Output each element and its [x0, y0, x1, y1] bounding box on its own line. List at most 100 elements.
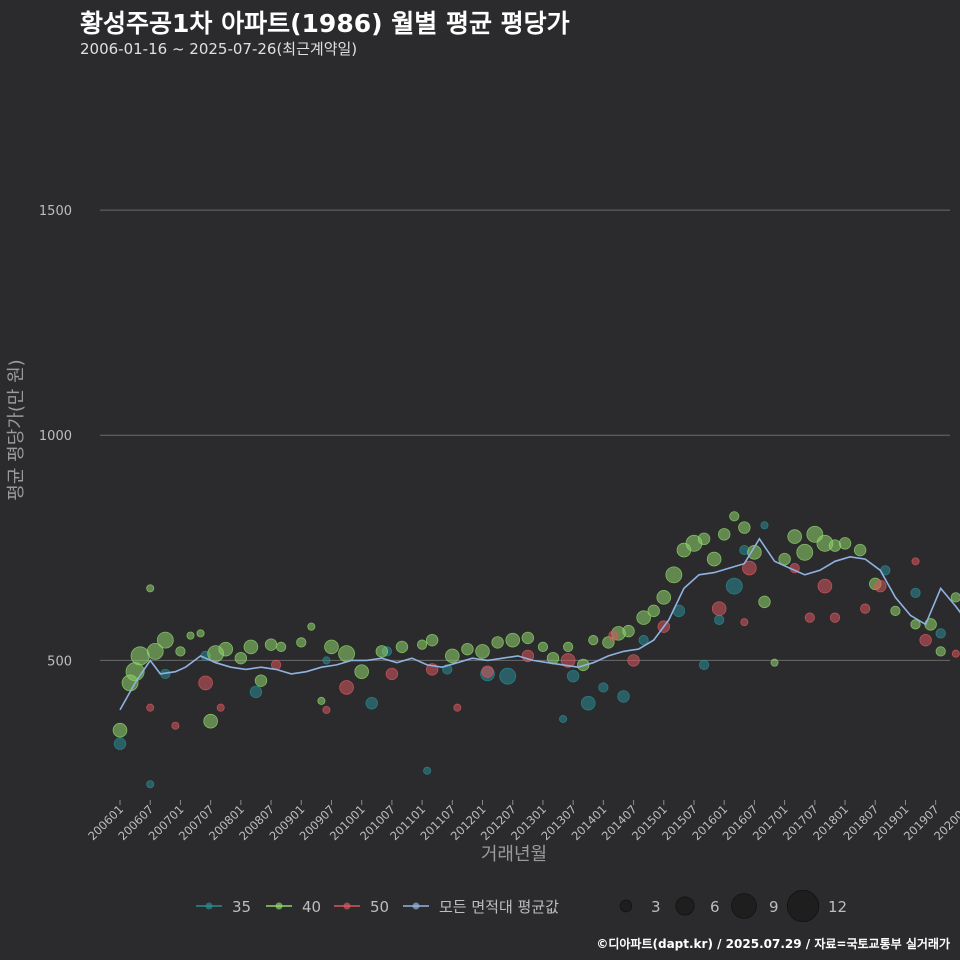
legend-marker [412, 902, 420, 910]
data-point-35 [322, 656, 331, 665]
data-point-40 [264, 638, 278, 651]
data-point-50 [951, 649, 960, 658]
data-point-40 [338, 645, 355, 663]
data-point-40 [156, 631, 174, 649]
data-point-35 [714, 614, 725, 625]
data-point-35 [146, 780, 155, 789]
data-point-40 [697, 532, 711, 546]
data-point-40 [838, 537, 852, 550]
data-point-50 [804, 612, 815, 623]
data-point-35 [638, 635, 649, 646]
size-legend-label: 3 [651, 898, 661, 916]
data-point-40 [622, 624, 635, 638]
data-point-50 [198, 675, 213, 691]
data-point-40 [416, 639, 428, 650]
data-point-35 [365, 696, 378, 710]
data-point-40 [505, 632, 521, 648]
size-legend-marker [675, 896, 695, 916]
data-point-40 [718, 528, 731, 541]
data-point-40 [461, 642, 474, 656]
data-point-40 [796, 543, 814, 561]
data-point-40 [475, 644, 490, 659]
y-tick-label: 500 [47, 654, 72, 669]
data-point-35 [935, 628, 946, 639]
data-point-35 [580, 695, 596, 711]
data-point-35 [910, 587, 921, 598]
data-point-40 [234, 651, 248, 665]
data-point-35 [698, 659, 710, 671]
data-point-40 [196, 629, 205, 638]
y-axis-label: 평균 평당가(만 원) [6, 359, 27, 500]
data-point-35 [423, 766, 432, 775]
data-point-40 [130, 646, 150, 666]
size-legend-label: 9 [769, 898, 779, 916]
data-point-40 [747, 545, 762, 560]
data-point-40 [307, 622, 316, 631]
data-point-35 [499, 667, 517, 685]
legend-label: 50 [370, 898, 389, 916]
data-point-50 [919, 633, 932, 647]
data-point-50 [339, 680, 354, 695]
data-point-40 [276, 641, 287, 652]
data-point-50 [817, 578, 833, 594]
legend: 35 40 50 모든 면적대 평균값 3 6 9 12 [196, 889, 847, 923]
legend-marker [205, 902, 213, 910]
data-point-40 [243, 639, 259, 655]
data-point-40 [950, 592, 960, 603]
data-point-40 [521, 631, 535, 645]
legend-marker [343, 902, 351, 910]
data-point-40 [203, 713, 218, 729]
data-point-40 [563, 641, 574, 652]
legend-label: 35 [232, 898, 251, 916]
data-point-40 [175, 646, 186, 657]
data-point-35 [249, 685, 263, 699]
data-point-40 [354, 664, 369, 679]
data-point-35 [559, 714, 568, 723]
data-point-40 [910, 619, 921, 630]
data-point-40 [665, 566, 683, 584]
y-tick-label: 1500 [39, 204, 72, 219]
data-point-40 [770, 658, 779, 667]
data-point-50 [216, 703, 225, 712]
data-point-50 [860, 603, 871, 614]
legend-label: 모든 면적대 평균값 [439, 898, 559, 916]
data-point-50 [560, 653, 576, 668]
data-point-50 [146, 703, 155, 712]
data-point-50 [453, 703, 462, 712]
data-point-50 [829, 612, 841, 623]
data-point-40 [758, 595, 771, 609]
data-point-40 [588, 635, 599, 646]
y-tick-label: 1000 [39, 429, 72, 444]
chart-title: 황성주공1차 아파트(1986) 월별 평균 평당가 [80, 9, 570, 38]
data-point-40 [317, 696, 326, 705]
data-point-40 [186, 631, 195, 640]
data-point-35 [760, 521, 769, 530]
data-point-40 [656, 590, 672, 605]
average-line [119, 537, 960, 711]
size-legend-label: 6 [710, 898, 720, 916]
footer-credit: ©디아파트(dapt.kr) / 2025.07.29 / 자료=국토교통부 실… [596, 937, 950, 951]
data-point-50 [627, 654, 640, 667]
data-point-35 [598, 682, 609, 693]
data-points [112, 511, 960, 789]
data-point-40 [636, 610, 651, 625]
data-point-40 [537, 641, 549, 652]
legend-label: 40 [302, 898, 321, 916]
size-legend-marker [731, 893, 757, 919]
data-point-50 [742, 560, 757, 576]
data-point-40 [445, 648, 460, 664]
x-axis-label: 거래년월 [481, 844, 547, 865]
data-point-50 [874, 579, 887, 593]
data-point-40 [254, 674, 268, 687]
data-point-35 [617, 690, 630, 703]
data-point-40 [375, 645, 389, 658]
data-point-40 [778, 552, 791, 566]
average-line-segment [119, 537, 960, 711]
y-axis-ticks: 500 1000 1500 [39, 204, 72, 669]
data-point-40 [729, 511, 740, 522]
data-point-40 [890, 605, 901, 616]
size-legend-marker [786, 889, 820, 923]
data-point-35 [113, 737, 127, 750]
data-point-40 [706, 551, 722, 567]
